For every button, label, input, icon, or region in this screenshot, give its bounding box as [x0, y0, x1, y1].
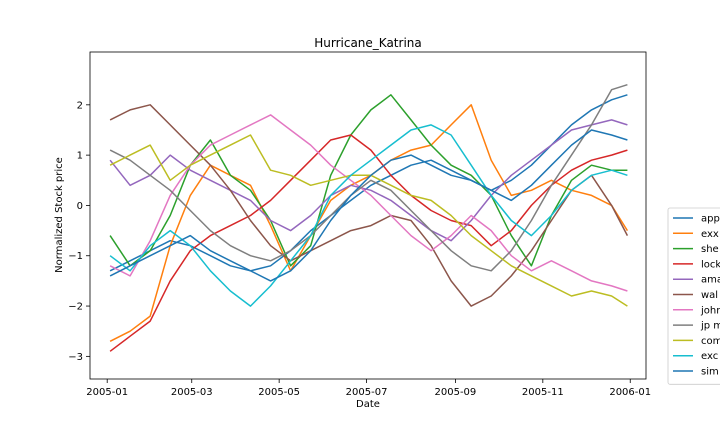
legend-label: she	[701, 244, 719, 255]
x-axis-label: Date	[356, 399, 380, 410]
y-tick-label: 1	[77, 151, 83, 162]
y-tick-label: 2	[77, 100, 83, 111]
series-line-6	[109, 114, 628, 292]
chart-title: Hurricane_Katrina	[314, 36, 422, 50]
legend-label: jp m	[700, 321, 720, 332]
y-tick-label: −2	[68, 302, 83, 313]
x-tick-label: 2005-01	[86, 387, 128, 398]
x-tick-label: 2005-11	[522, 387, 564, 398]
y-tick-label: −3	[68, 352, 83, 363]
y-tick-label: 0	[77, 201, 83, 212]
series-line-5	[109, 104, 629, 307]
x-tick-label: 2005-07	[346, 387, 388, 398]
legend-label: lock	[701, 259, 720, 270]
series-line-4	[109, 119, 628, 242]
y-axis: −3 −2 −1 0 1 2	[68, 100, 90, 363]
legend: app exx she lock ama wal johr jp m com exc sim	[667, 207, 720, 385]
series-line-3	[109, 134, 628, 352]
plot-frame	[89, 51, 647, 380]
legend-label: sim	[701, 367, 719, 378]
y-axis-label: Normalized Stock price	[54, 157, 65, 273]
x-axis: 2005-01 2005-03 2005-05 2005-07 2005-09 2005-…	[86, 379, 651, 398]
legend-label: com	[701, 336, 720, 347]
series-line-2	[109, 94, 628, 267]
x-tick-label: 2006-01	[609, 387, 651, 398]
x-tick-label: 2005-03	[171, 387, 213, 398]
x-tick-label: 2005-05	[258, 387, 300, 398]
series-layer	[109, 83, 629, 352]
y-tick-label: −1	[68, 251, 83, 262]
series-line-10	[109, 129, 628, 282]
legend-label: app	[701, 214, 720, 225]
legend-label: exx	[701, 229, 719, 240]
series-line-0	[109, 94, 628, 272]
legend-label: ama	[701, 275, 720, 286]
legend-label: exc	[701, 351, 718, 362]
legend-label: wal	[701, 290, 718, 301]
series-line-9	[109, 124, 628, 307]
series-line-7	[109, 83, 628, 272]
x-tick-label: 2005-09	[435, 387, 477, 398]
legend-label: johr	[700, 305, 720, 316]
